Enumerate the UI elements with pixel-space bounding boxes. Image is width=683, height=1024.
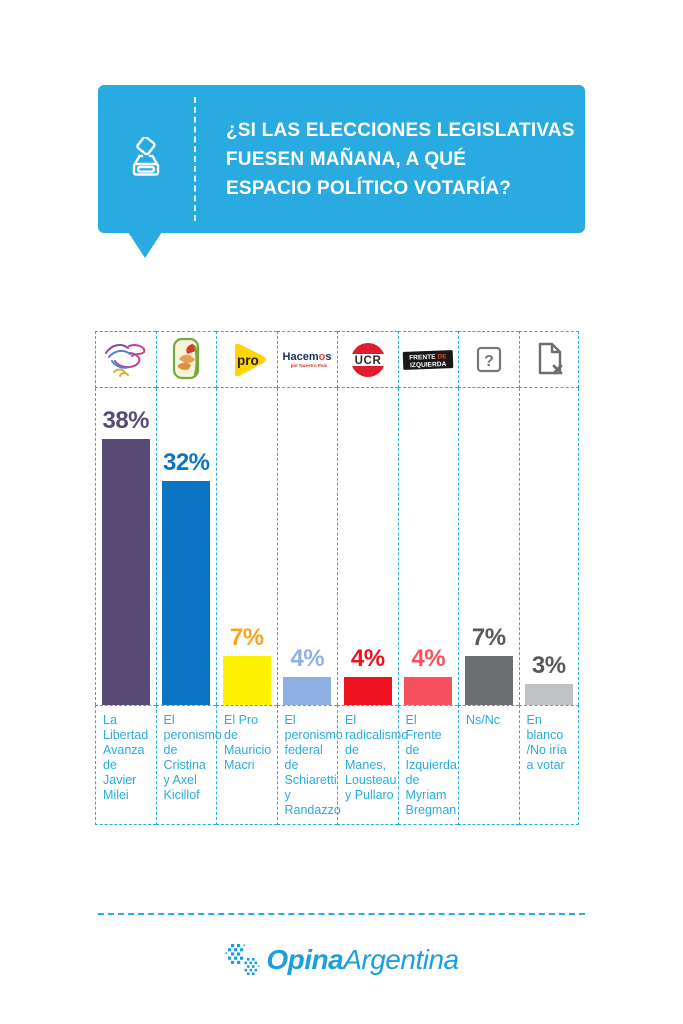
party-logo-frente-izquierda: FRENTE DE IZQUIERDA	[397, 331, 458, 388]
bar-peronismo-kicillof	[162, 481, 211, 705]
brand-opina: Opina	[266, 944, 344, 975]
category-label-peronismo-federal: El peronismo federal de Schiaretti y Ran…	[276, 705, 343, 825]
svg-text:por Nuestro País: por Nuestro País	[291, 363, 328, 368]
title-line-3: ESPACIO POLÍTICO VOTARÍA?	[226, 177, 512, 199]
bar-radicalismo	[343, 677, 392, 705]
category-label-peronismo-kicillof: El peronismo de Cristina y Axel Kicillof	[155, 705, 222, 825]
opina-argentina-wordmark: OpinaArgentina	[266, 944, 459, 976]
title-line-1: ¿SI LAS ELECCIONES LEGISLATIVAS	[226, 119, 575, 141]
value-label-peronismo-federal: 4%	[290, 645, 325, 672]
category-label-radicalismo: El radicalismo de Manes, Lousteau y Pull…	[337, 705, 409, 825]
svg-text:?: ?	[484, 353, 494, 370]
party-logo-radicalismo: UCR	[337, 331, 398, 388]
ballot-box-icon	[98, 85, 194, 233]
svg-text:FRENTE DE: FRENTE DE	[409, 353, 447, 361]
category-label-text: El peronismo federal de Schiaretti y Ran…	[284, 713, 343, 817]
category-label-ns-nc: Ns/Nc	[458, 705, 519, 825]
opina-hash-icon	[225, 944, 260, 975]
bar-column-frente-izquierda: 4%	[397, 388, 459, 705]
party-logo-la-libertad-avanza	[95, 331, 156, 388]
bar-column-la-libertad-avanza: 38%	[95, 388, 156, 705]
value-label-pro-macri: 7%	[229, 624, 264, 651]
bar-column-pro-macri: 7%	[216, 388, 277, 705]
brand-argentina: Argentina	[343, 944, 459, 975]
value-label-la-libertad-avanza: 38%	[102, 407, 150, 434]
svg-text:pro: pro	[237, 353, 259, 368]
value-label-radicalismo: 4%	[350, 645, 385, 672]
category-label-text: Ns/Nc	[466, 713, 501, 727]
pro-icon: pro	[234, 343, 266, 376]
bar-la-libertad-avanza	[101, 439, 150, 705]
bar-en-blanco	[524, 684, 573, 705]
bubble-divider	[194, 97, 196, 221]
svg-text:UCR: UCR	[354, 354, 381, 366]
bar-column-peronismo-federal: 4%	[276, 388, 338, 705]
bar-pro-macri	[222, 656, 271, 705]
party-logo-peronismo-kicillof	[155, 331, 216, 388]
party-logo-en-blanco	[518, 331, 579, 388]
category-label-text: En blanco /No iría a votar	[526, 713, 567, 772]
bar-column-en-blanco: 3%	[518, 388, 579, 705]
category-label-en-blanco: En blanco /No iría a votar	[518, 705, 579, 825]
bar-column-radicalismo: 4%	[337, 388, 398, 705]
category-label-pro-macri: El Pro de Mauricio Macri	[216, 705, 277, 825]
footer-divider	[98, 913, 585, 915]
category-label-text: El radicalismo de Manes, Lousteau y Pull…	[345, 713, 409, 802]
poll-bar-chart: pro Hacemos por Nuestro País UCR FRENTE …	[95, 331, 579, 825]
page-title: ¿SI LAS ELECCIONES LEGISLATIVAS FUESEN M…	[196, 85, 585, 233]
lla-eagle-icon	[104, 343, 146, 377]
category-label-la-libertad-avanza: La Libertad Avanza de Javier Milei	[95, 705, 156, 825]
frente-izquierda-icon: FRENTE DE IZQUIERDA	[403, 349, 454, 370]
category-label-frente-izquierda: El Frente de Izquierda de Myriam Bregman	[397, 705, 458, 825]
value-label-ns-nc: 7%	[471, 624, 506, 651]
category-label-text: El Pro de Mauricio Macri	[224, 713, 272, 772]
party-logo-ns-nc: ?	[458, 331, 519, 388]
bar-column-peronismo-kicillof: 32%	[155, 388, 217, 705]
bar-peronismo-federal	[283, 677, 332, 705]
bubble-tail	[128, 232, 162, 258]
svg-text:Hacemos: Hacemos	[283, 351, 332, 363]
blank-ballot-icon	[538, 342, 563, 374]
value-label-en-blanco: 3%	[531, 652, 566, 679]
bar-frente-izquierda	[404, 677, 453, 705]
party-logo-pro-macri: pro	[216, 331, 277, 388]
value-label-peronismo-kicillof: 32%	[162, 449, 210, 476]
bar-ns-nc	[464, 656, 513, 705]
category-label-text: El Frente de Izquierda de Myriam Bregman	[405, 713, 457, 817]
party-logo-peronismo-federal: Hacemos por Nuestro País	[276, 331, 337, 388]
question-mark-icon: ?	[476, 346, 501, 372]
value-label-frente-izquierda: 4%	[411, 645, 446, 672]
brand-logo: OpinaArgentina	[98, 933, 585, 987]
category-label-text: La Libertad Avanza de Javier Milei	[103, 713, 149, 802]
title-line-2: FUESEN MAÑANA, A QUÉ	[226, 148, 467, 170]
pj-shield-icon	[173, 337, 200, 379]
bar-column-ns-nc: 7%	[458, 388, 519, 705]
ucr-icon: UCR	[350, 342, 385, 377]
svg-text:IZQUIERDA: IZQUIERDA	[410, 360, 447, 368]
hacemos-icon: Hacemos por Nuestro País	[283, 351, 332, 368]
category-label-text: El peronismo de Cristina y Axel Kicillof	[163, 713, 222, 802]
question-bubble: ¿SI LAS ELECCIONES LEGISLATIVAS FUESEN M…	[98, 85, 585, 233]
